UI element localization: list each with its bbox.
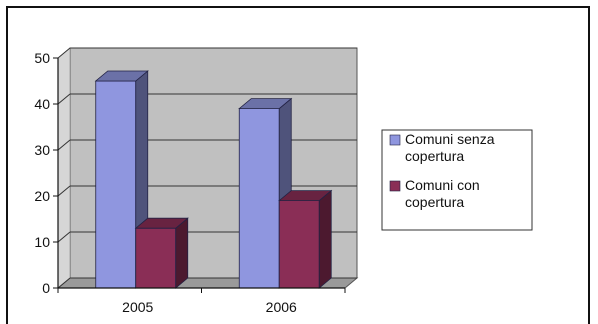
bar-side-con-2005 xyxy=(175,217,189,289)
y-tick-label: 0 xyxy=(42,280,50,296)
y-tick-label: 10 xyxy=(34,234,50,250)
legend-label-line: copertura xyxy=(405,148,464,164)
legend-swatch-senza xyxy=(389,134,401,146)
y-tick-label: 40 xyxy=(34,96,50,112)
legend-label-line: copertura xyxy=(405,194,464,210)
gridline-depth xyxy=(57,93,71,105)
x-tick-label: 2006 xyxy=(266,299,297,315)
bar-top-senza-2005 xyxy=(94,70,149,82)
y-tick-label: 30 xyxy=(34,142,50,158)
bar-con-2005 xyxy=(135,227,177,289)
bars-layer xyxy=(94,70,333,289)
legend-label-line: Comuni senza xyxy=(405,131,495,147)
axis-layer: 2005 2006 0 10 20 30 40 50 xyxy=(34,50,346,315)
bar-side-con-2006 xyxy=(318,189,332,289)
legend-box xyxy=(381,129,533,231)
gridline-depth xyxy=(57,277,71,289)
plot-side-wall xyxy=(57,47,71,289)
bar-top-con-2005 xyxy=(134,217,189,229)
y-tick-label: 20 xyxy=(34,188,50,204)
bar-con-2006 xyxy=(278,200,320,289)
legend-label-line: Comuni con xyxy=(405,177,480,193)
gridline-depth xyxy=(57,47,71,59)
bar-senza-2006 xyxy=(238,108,280,289)
legend-swatch-con xyxy=(389,180,401,192)
y-tick-label: 50 xyxy=(34,50,50,66)
gridline-depth xyxy=(57,185,71,197)
gridline-depth xyxy=(57,231,71,243)
bar-senza-2005 xyxy=(95,80,137,289)
x-tick-label: 2005 xyxy=(122,299,153,315)
bar-top-senza-2006 xyxy=(238,98,293,109)
gridline-depth xyxy=(57,139,71,151)
bar-top-con-2006 xyxy=(278,190,333,202)
